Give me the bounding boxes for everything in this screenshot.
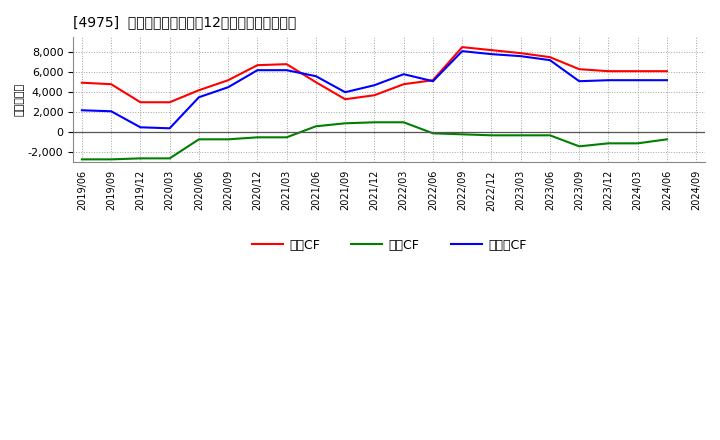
フリーCF bbox=[575, 79, 583, 84]
投資CF bbox=[662, 137, 671, 142]
投資CF bbox=[341, 121, 349, 126]
投資CF bbox=[516, 133, 525, 138]
投資CF bbox=[604, 141, 613, 146]
投資CF bbox=[78, 157, 86, 162]
投資CF bbox=[370, 120, 379, 125]
Y-axis label: （百万円）: （百万円） bbox=[15, 83, 25, 116]
投資CF bbox=[282, 135, 291, 140]
投資CF bbox=[312, 124, 320, 129]
営業CF bbox=[458, 44, 467, 50]
フリーCF bbox=[282, 68, 291, 73]
営業CF bbox=[634, 69, 642, 74]
フリーCF bbox=[604, 77, 613, 83]
Line: 投資CF: 投資CF bbox=[82, 122, 667, 159]
営業CF bbox=[312, 80, 320, 85]
フリーCF bbox=[662, 77, 671, 83]
Legend: 営業CF, 投資CF, フリーCF: 営業CF, 投資CF, フリーCF bbox=[246, 234, 531, 257]
投資CF bbox=[575, 144, 583, 149]
フリーCF bbox=[634, 77, 642, 83]
営業CF bbox=[136, 99, 145, 105]
フリーCF bbox=[78, 108, 86, 113]
投資CF bbox=[428, 131, 437, 136]
営業CF bbox=[662, 69, 671, 74]
投資CF bbox=[634, 141, 642, 146]
営業CF bbox=[78, 80, 86, 85]
フリーCF bbox=[370, 83, 379, 88]
Line: フリーCF: フリーCF bbox=[82, 51, 667, 128]
フリーCF bbox=[166, 126, 174, 131]
投資CF bbox=[546, 133, 554, 138]
営業CF bbox=[604, 69, 613, 74]
フリーCF bbox=[312, 73, 320, 79]
投資CF bbox=[166, 156, 174, 161]
営業CF bbox=[282, 62, 291, 67]
フリーCF bbox=[458, 48, 467, 54]
営業CF bbox=[428, 77, 437, 83]
フリーCF bbox=[546, 58, 554, 63]
フリーCF bbox=[224, 84, 233, 90]
営業CF bbox=[253, 62, 262, 68]
営業CF bbox=[194, 88, 203, 93]
フリーCF bbox=[428, 79, 437, 84]
営業CF bbox=[224, 77, 233, 83]
営業CF bbox=[516, 51, 525, 56]
投資CF bbox=[224, 137, 233, 142]
営業CF bbox=[575, 66, 583, 72]
フリーCF bbox=[194, 95, 203, 100]
フリーCF bbox=[341, 90, 349, 95]
営業CF bbox=[370, 92, 379, 98]
投資CF bbox=[107, 157, 115, 162]
投資CF bbox=[194, 137, 203, 142]
営業CF bbox=[341, 97, 349, 102]
投資CF bbox=[136, 156, 145, 161]
フリーCF bbox=[136, 125, 145, 130]
投資CF bbox=[253, 135, 262, 140]
営業CF bbox=[546, 55, 554, 60]
フリーCF bbox=[516, 54, 525, 59]
Text: [4975]  キャッシュフローの12か月移動合計の推移: [4975] キャッシュフローの12か月移動合計の推移 bbox=[73, 15, 297, 29]
フリーCF bbox=[400, 72, 408, 77]
フリーCF bbox=[253, 68, 262, 73]
投資CF bbox=[487, 133, 496, 138]
営業CF bbox=[107, 81, 115, 87]
Line: 営業CF: 営業CF bbox=[82, 47, 667, 102]
営業CF bbox=[166, 99, 174, 105]
営業CF bbox=[400, 81, 408, 87]
フリーCF bbox=[487, 51, 496, 57]
投資CF bbox=[400, 120, 408, 125]
営業CF bbox=[487, 48, 496, 53]
投資CF bbox=[458, 132, 467, 137]
フリーCF bbox=[107, 109, 115, 114]
